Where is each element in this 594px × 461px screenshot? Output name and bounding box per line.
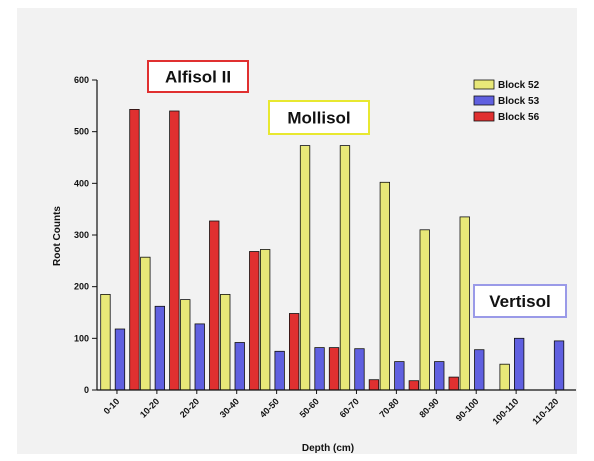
legend-swatch-block-56 (473, 111, 495, 122)
bars-group (100, 109, 565, 391)
y-tick-label: 100 (74, 333, 89, 343)
bar-block-56-10-20 (169, 110, 180, 391)
x-tick-label: 90-100 (454, 396, 481, 423)
y-tick-label: 200 (74, 282, 89, 292)
bar-block-52-30-40 (220, 293, 231, 391)
bar-block-53-50-60 (314, 347, 325, 391)
bar-block-53-70-80 (394, 361, 405, 391)
x-tick-labels: 0-10 10-20 20-20 30-40 40-50 50-60 60-70 70-80 8… (102, 396, 561, 426)
x-tick-label: 50-60 (298, 396, 321, 419)
bar-block-52-70-80 (379, 181, 391, 391)
bar-block-53-20-20 (194, 323, 205, 391)
legend-label: Block 56 (498, 112, 540, 123)
annotation-label-vertisol: Vertisol (489, 292, 550, 311)
x-tick-label: 80-90 (417, 396, 440, 419)
y-tick-label: 300 (74, 230, 89, 240)
bar-block-53-0-10 (114, 328, 126, 391)
annotation-box-mollisol (268, 100, 370, 135)
x-tick-label: 20-20 (178, 396, 201, 419)
bar-block-52-0-10 (100, 293, 111, 391)
y-tick-label: 500 (74, 127, 89, 137)
x-tick-label: 0-10 (102, 396, 122, 416)
x-tick-label: 110-120 (530, 396, 560, 426)
bar-block-56-30-40 (249, 251, 260, 391)
bar-block-52-60-70 (339, 145, 351, 391)
axes-group (92, 79, 576, 394)
bar-block-53-60-70 (354, 348, 365, 391)
bar-block-53-30-40 (234, 342, 245, 391)
y-tick-label: 0 (84, 385, 89, 395)
bar-block-53-110-120 (553, 340, 565, 391)
legend-label: Block 52 (498, 80, 540, 91)
bar-block-56-20-20 (209, 220, 220, 391)
bar-block-53-10-20 (154, 305, 166, 391)
bar-block-56-60-70 (368, 379, 380, 391)
annotations: Alfisol II Mollisol Vertisol (147, 60, 567, 318)
legend-swatch-block-52 (473, 79, 495, 90)
y-axis-title: Root Counts (52, 206, 63, 266)
bar-block-56-70-80 (408, 380, 420, 391)
y-tick-label: 600 (74, 75, 89, 85)
y-tick-labels: 0 100 200 300 400 500 600 (74, 75, 89, 395)
bar-block-52-50-60 (299, 145, 311, 391)
x-tick-label: 60-70 (338, 396, 361, 419)
bar-block-52-40-50 (259, 249, 271, 391)
bar-block-56-0-10 (129, 109, 140, 391)
bar-block-56-40-50 (288, 313, 300, 391)
annotation-box-alfisol-ii (147, 60, 249, 93)
x-tick-label: 100-110 (490, 396, 520, 426)
bar-block-52-90-100 (459, 216, 470, 391)
x-tick-label: 70-80 (377, 396, 400, 419)
bar-block-52-10-20 (140, 256, 151, 391)
legend-label: Block 53 (498, 96, 540, 107)
bar-block-52-100-110 (499, 363, 510, 391)
bar-block-52-80-90 (419, 229, 430, 391)
bar-block-56-50-60 (328, 347, 340, 391)
bar-block-56-80-90 (448, 376, 459, 391)
x-axis-title: Depth (cm) (302, 443, 354, 454)
annotation-label-mollisol: Mollisol (287, 109, 350, 128)
bar-block-53-80-90 (434, 361, 445, 391)
y-tick-label: 400 (74, 178, 89, 188)
annotation-label-alfisol-ii: Alfisol II (165, 68, 231, 87)
x-tick-label: 10-20 (138, 396, 161, 419)
legend-swatch-block-53 (473, 95, 495, 106)
x-tick-label: 30-40 (218, 396, 241, 419)
x-tick-label: 40-50 (258, 396, 281, 419)
bar-block-52-20-20 (180, 299, 191, 391)
legend: Block 52 Block 53 Block 56 (473, 79, 540, 123)
bar-block-53-40-50 (274, 350, 285, 391)
bar-block-53-100-110 (514, 337, 525, 391)
annotation-box-vertisol (473, 284, 567, 318)
bar-block-53-90-100 (474, 349, 485, 391)
